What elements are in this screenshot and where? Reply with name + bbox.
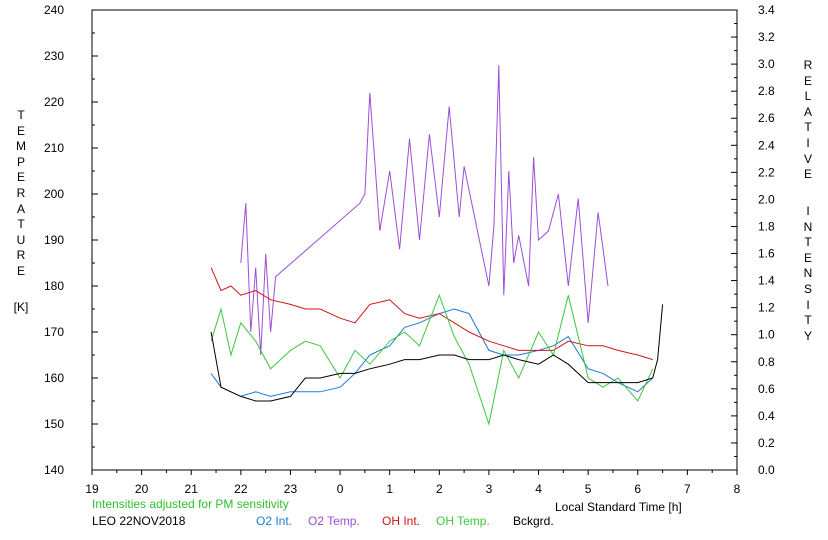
axis-title-letter: N [803, 219, 813, 234]
y-right-tick-label: 0.4 [758, 409, 775, 423]
y-right-tick-label: 3.2 [758, 30, 775, 44]
x-tick-label: 4 [535, 482, 542, 496]
axis-title-letter: A [16, 201, 25, 216]
x-tick-label: 2 [436, 482, 443, 496]
axis-title-letter: R [803, 58, 813, 72]
axis-title-letter: U [16, 232, 26, 247]
axis-title-letter: T [804, 235, 812, 250]
series-line-oh-temp [210, 293, 654, 426]
y-right-tick-label: 1.8 [758, 219, 775, 233]
series-layer [210, 65, 664, 426]
axis-title-letter: E [16, 264, 25, 278]
y-right-tick-label: 2.6 [758, 111, 775, 125]
x-tick-label: 0 [337, 482, 344, 496]
y-right-tick-label: 1.4 [758, 274, 775, 288]
x-tick-label: 19 [85, 482, 99, 496]
y-right-tick-label: 2.0 [758, 192, 775, 206]
axis-title-letter: S [803, 282, 812, 296]
x-ticks: 19 20 21 22 23 0 1 2 3 4 5 6 7 8 [85, 470, 741, 496]
axis-title-letter: R [16, 248, 26, 263]
axis-title-letter: E [803, 250, 812, 265]
y-right-tick-label: 1.0 [758, 328, 775, 342]
y-right-tick-label: 3.0 [758, 57, 775, 71]
y-left-unit: [K] [13, 300, 29, 314]
x-axis-label: Local Standard Time [h] [555, 500, 682, 514]
legend-entry: O2 Temp. [308, 514, 360, 528]
x-tick-label: 20 [135, 482, 149, 496]
x-tick-label: 1 [386, 482, 393, 496]
y-right-tick-label: 0.8 [758, 355, 775, 369]
axis-title-letter: T [804, 120, 812, 135]
y-left-tick-label: 210 [44, 141, 64, 155]
axis-title-letter: I [806, 136, 810, 150]
axis-title-letter: P [16, 154, 25, 169]
legend-entry: OH Int. [382, 514, 421, 528]
adjustment-note: Intensities adjusted for PM sensitivity [92, 497, 289, 511]
axis-title-letter: E [16, 123, 25, 138]
axis-title-letter: I [806, 204, 810, 218]
series-line-o2-temp [240, 65, 609, 356]
axis-title-letter: L [804, 89, 812, 104]
y-right-tick-label: 2.4 [758, 138, 775, 152]
axis-title-letter: V [803, 151, 812, 166]
plot-frame [91, 9, 738, 471]
legend-entry: OH Temp. [436, 514, 490, 528]
y-left-tick-label: 240 [44, 3, 64, 17]
x-tick-label: 3 [486, 482, 493, 496]
y-left-tick-label: 200 [44, 187, 64, 201]
y-right-tick-label: 0.6 [758, 382, 775, 396]
legend-entry: Bckgrd. [513, 514, 554, 528]
x-tick-label: 21 [185, 482, 199, 496]
y-left-tick-label: 220 [44, 95, 64, 109]
axis-title-letter: T [804, 313, 812, 328]
axis-title-letter: E [16, 170, 25, 185]
y-right-tick-label: 1.6 [758, 247, 775, 261]
x-tick-label: 6 [634, 482, 641, 496]
y-right-tick-label: 0.0 [758, 463, 775, 477]
y-left-tick-label: 140 [44, 463, 64, 477]
axis-title-letter: A [803, 104, 812, 119]
x-tick-label: 22 [234, 482, 248, 496]
series-line-oh-int [210, 267, 653, 361]
legend-entry: O2 Int. [256, 514, 293, 528]
y-right-tick-label: 2.8 [758, 84, 775, 98]
axis-title-letter: E [803, 167, 812, 182]
y-right-tick-label: 3.4 [758, 3, 775, 17]
x-tick-label: 23 [284, 482, 298, 496]
y-right-tick-label: 2.2 [758, 165, 775, 179]
y-left-tick-label: 190 [44, 233, 64, 247]
axis-title-letter: N [803, 266, 813, 281]
axis-title-letter: M [16, 139, 26, 154]
x-tick-label: 8 [734, 482, 741, 496]
y-left-ticks: 140 150 160 170 180 190 200 210 220 230 240 [44, 3, 98, 477]
axis-title-letter: T [17, 217, 25, 232]
station-label: LEO 22NOV2018 [92, 514, 186, 528]
y-left-tick-label: 170 [44, 325, 64, 339]
y-left-tick-label: 160 [44, 371, 64, 385]
series-line-bckgrd [210, 304, 664, 402]
y-right-tick-label: 0.2 [758, 436, 775, 450]
y-left-tick-label: 150 [44, 417, 64, 431]
x-tick-label: 5 [585, 482, 592, 496]
series-line-o2-int [210, 308, 654, 397]
y-right-ticks: 0.0 0.2 0.4 0.6 0.8 1.0 1.2 1.4 1.6 1.8 2.0 2.2 2.4 2… [731, 3, 775, 477]
axis-title-letter: T [17, 108, 25, 122]
y-left-tick-label: 230 [44, 49, 64, 63]
axis-title-letter: E [803, 73, 812, 88]
y-left-tick-label: 180 [44, 279, 64, 293]
y-right-tick-label: 1.2 [758, 301, 775, 315]
x-tick-label: 7 [684, 482, 691, 496]
axis-title-letter: Y [803, 328, 812, 343]
axis-title-letter: R [16, 186, 26, 200]
axis-title-letter: I [806, 297, 810, 312]
